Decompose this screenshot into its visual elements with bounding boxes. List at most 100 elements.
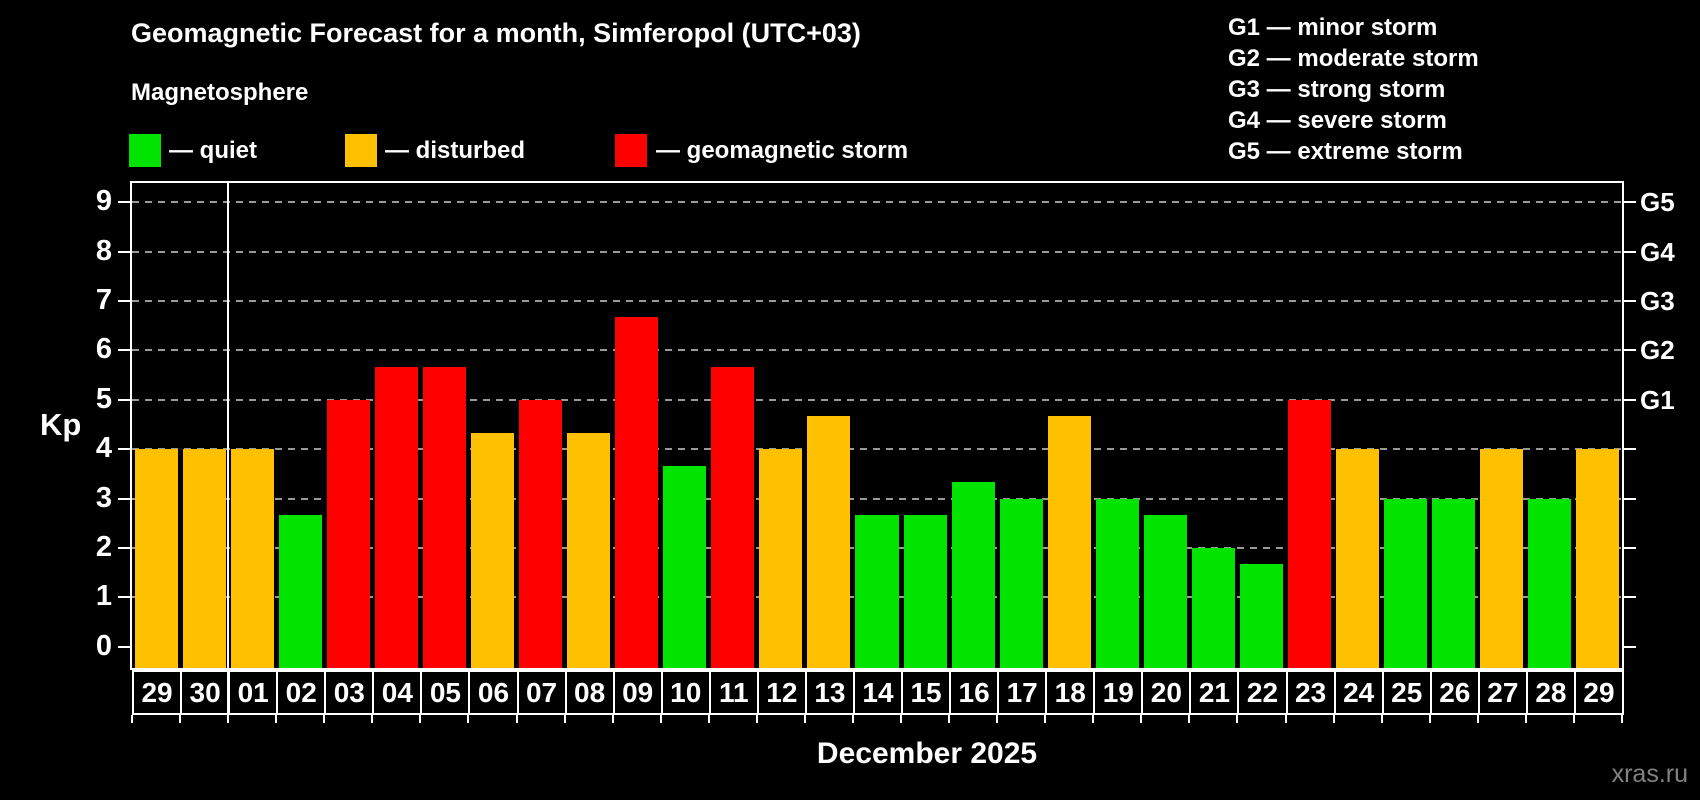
y-axis-tick xyxy=(118,250,130,253)
gridline xyxy=(132,398,1622,401)
day-label-cell: 28 xyxy=(1525,670,1574,715)
axis-under-tick xyxy=(323,715,326,723)
kp-bar xyxy=(951,482,995,668)
right-axis-tick xyxy=(1624,546,1636,549)
day-label-cell: 07 xyxy=(516,670,565,715)
kp-bar xyxy=(326,399,370,668)
gridline xyxy=(132,201,1622,204)
right-axis-tick xyxy=(1624,201,1636,204)
kp-bar xyxy=(470,432,514,668)
g-scale-label: G5 xyxy=(1640,187,1675,218)
kp-bar xyxy=(567,432,611,668)
axis-under-tick xyxy=(1380,715,1383,723)
kp-bar xyxy=(1143,514,1187,668)
legend-label-disturbed: — disturbed xyxy=(385,137,526,164)
kp-bar xyxy=(230,449,274,668)
y-tick-label: 4 xyxy=(95,432,112,465)
axis-under-tick xyxy=(275,715,278,723)
day-label-cell: 12 xyxy=(756,670,805,715)
right-axis-tick xyxy=(1624,398,1636,401)
day-label-cell: 29 xyxy=(132,670,181,715)
day-label-cell: 09 xyxy=(612,670,661,715)
axis-under-tick xyxy=(851,715,854,723)
right-axis-tick xyxy=(1624,300,1636,303)
y-axis-tick xyxy=(118,398,130,401)
right-axis-tick xyxy=(1624,349,1636,352)
kp-bar xyxy=(1336,449,1380,668)
axis-under-tick xyxy=(1140,715,1143,723)
y-tick-label: 0 xyxy=(95,629,112,662)
kp-bar xyxy=(182,449,226,668)
day-label-cell: 24 xyxy=(1333,670,1382,715)
legend-label-storm: — geomagnetic storm xyxy=(656,137,909,164)
legend-label-quiet: — quiet xyxy=(169,137,257,164)
axis-under-tick xyxy=(755,715,758,723)
right-axis-tick xyxy=(1624,497,1636,500)
kp-bar xyxy=(1288,399,1332,668)
day-label-cell: 14 xyxy=(852,670,902,715)
g-scale-legend-line: G4 — severe storm xyxy=(1228,107,1447,134)
day-label-cell: 15 xyxy=(901,670,950,715)
y-tick-label: 6 xyxy=(95,333,112,366)
day-label-cell: 01 xyxy=(228,670,277,715)
day-label-cell: 16 xyxy=(949,670,998,715)
day-label-cell: 05 xyxy=(420,670,469,715)
kp-bar xyxy=(1576,449,1620,668)
gridline xyxy=(132,448,1622,451)
kp-bar xyxy=(711,366,755,668)
axis-under-tick xyxy=(179,715,182,723)
day-label-cell: 17 xyxy=(997,670,1046,715)
kp-bar xyxy=(615,317,659,668)
day-label-cell: 21 xyxy=(1189,670,1238,715)
axis-under-tick xyxy=(371,715,374,723)
axis-under-tick xyxy=(1476,715,1479,723)
y-axis-tick xyxy=(118,300,130,303)
y-axis-tick xyxy=(118,448,130,451)
y-axis-tick xyxy=(118,546,130,549)
gridline xyxy=(132,349,1622,352)
y-axis-tick xyxy=(118,201,130,204)
day-label-cell: 26 xyxy=(1429,670,1478,715)
watermark: xras.ru xyxy=(1611,760,1688,788)
kp-bar xyxy=(278,514,322,668)
kp-bar xyxy=(374,366,418,668)
right-axis-tick xyxy=(1624,448,1636,451)
axis-under-tick xyxy=(996,715,999,723)
axis-under-tick xyxy=(1428,715,1431,723)
day-label-cell: 02 xyxy=(276,670,325,715)
axis-under-tick xyxy=(131,715,133,723)
right-axis-tick xyxy=(1624,250,1636,253)
day-label-cell: 10 xyxy=(660,670,709,715)
month-separator-line xyxy=(227,183,230,715)
y-tick-label: 7 xyxy=(95,284,112,317)
kp-bar xyxy=(1480,449,1524,668)
y-axis-label: Kp xyxy=(40,407,82,442)
day-label-cell: 13 xyxy=(804,670,853,715)
kp-bar xyxy=(134,449,178,668)
day-label-cell: 22 xyxy=(1237,670,1286,715)
day-label-cell: 27 xyxy=(1477,670,1526,715)
day-label-cell: 23 xyxy=(1285,670,1334,715)
kp-bar xyxy=(999,498,1043,668)
day-label-cell: 04 xyxy=(372,670,421,715)
page-title: Geomagnetic Forecast for a month, Simfer… xyxy=(131,18,861,48)
gridline xyxy=(132,497,1622,500)
right-axis-tick xyxy=(1624,596,1636,599)
chart-subtitle: Magnetosphere xyxy=(131,79,309,106)
day-label-cell: 08 xyxy=(564,670,613,715)
g-scale-legend-line: G3 — strong storm xyxy=(1228,76,1446,103)
day-label-cell: 06 xyxy=(468,670,517,715)
gridline xyxy=(132,250,1622,253)
kp-bar xyxy=(903,514,947,668)
axis-under-tick xyxy=(227,715,230,723)
kp-bar xyxy=(1384,498,1428,668)
g-scale-legend: G1 — minor storm G2 — moderate storm G3 … xyxy=(1228,12,1479,167)
g-scale-label: G4 xyxy=(1640,236,1675,267)
axis-under-tick xyxy=(1621,715,1623,723)
day-label-cell: 30 xyxy=(180,670,229,715)
y-tick-label: 5 xyxy=(95,382,112,415)
legend-swatch-storm xyxy=(615,134,647,167)
kp-bar xyxy=(807,416,851,668)
day-label-cell: 11 xyxy=(708,670,757,715)
y-tick-label: 1 xyxy=(95,580,112,613)
